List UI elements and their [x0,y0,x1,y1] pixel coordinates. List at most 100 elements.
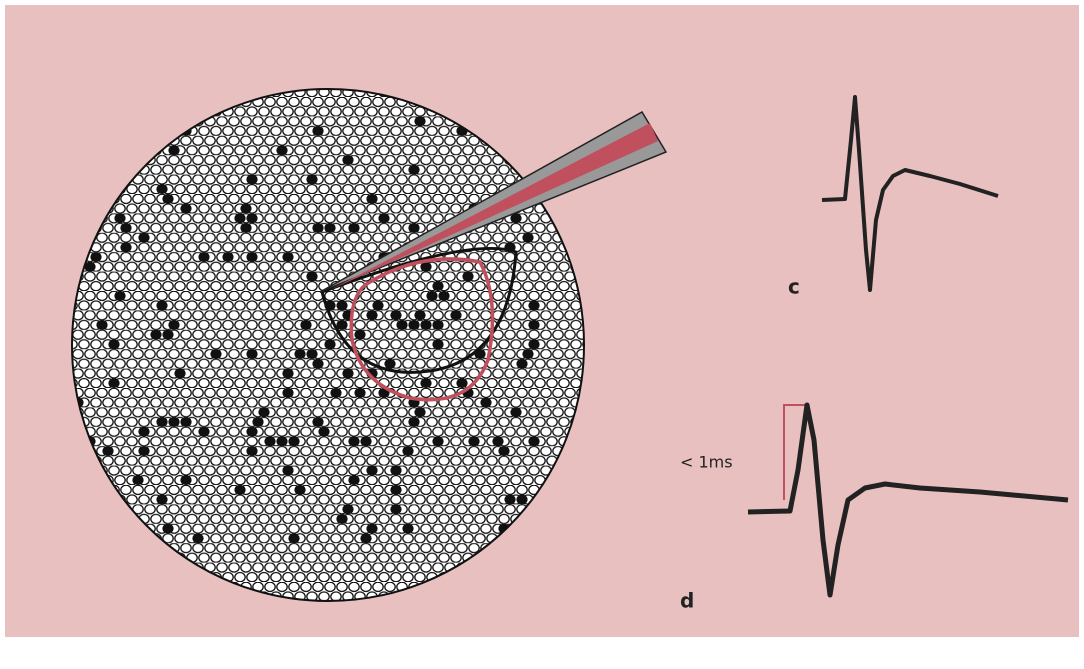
dark-cell [162,330,173,340]
dark-cell [408,165,419,175]
dark-cell [282,388,293,398]
dark-cell [282,368,293,378]
dark-cell [498,446,509,456]
dark-cell [342,155,353,165]
dark-cell [234,213,245,223]
dark-cell [516,359,527,369]
dark-cell [342,368,353,378]
dark-cell [318,427,329,437]
dark-cell [174,368,185,378]
dark-cell [246,349,257,359]
dark-cell [360,533,371,543]
dark-cell [414,116,425,126]
dark-cell [468,436,479,446]
cell-mosaic [72,89,584,601]
dark-cell [138,427,149,437]
dark-cell [258,407,269,417]
dark-cell [528,436,539,446]
dark-cell [198,427,209,437]
dark-cell [96,320,107,330]
dark-cell [516,495,527,505]
dark-cell [390,465,401,475]
dark-cell [156,495,167,505]
dark-cell [408,320,419,330]
dark-cell [234,485,245,495]
dark-cell [102,446,113,456]
dark-cell [402,524,413,534]
dark-cell [348,223,359,233]
dark-cell [354,330,365,340]
dark-cell [294,349,305,359]
dark-cell [168,320,179,330]
dark-cell [156,184,167,194]
dark-cell [384,359,395,369]
dark-cell [456,378,467,388]
dark-cell [294,485,305,495]
dark-cell [366,310,377,320]
dark-cell [300,320,311,330]
dark-cell [510,407,521,417]
dark-cell [504,495,515,505]
dark-cell [162,524,173,534]
dark-cell [120,242,131,252]
dark-cell [246,252,257,262]
dark-cell [312,417,323,427]
dark-cell [222,252,233,262]
dark-cell [150,330,161,340]
dark-cell [306,349,317,359]
dark-cell [420,378,431,388]
dark-cell [246,427,257,437]
dark-cell [114,291,125,301]
dark-cell [390,310,401,320]
dark-cell [312,223,323,233]
dark-cell [240,204,251,214]
dark-cell [306,271,317,281]
dark-cell [156,417,167,427]
dark-cell [366,524,377,534]
dark-cell [366,465,377,475]
dark-cell [252,417,263,427]
dark-cell [390,504,401,514]
dark-cell [480,398,491,408]
dark-cell [366,194,377,204]
dark-cell [432,339,443,349]
dark-cell [192,533,203,543]
dark-cell [276,436,287,446]
diagram: c < 1ms d [0,0,1084,669]
dark-cell [414,407,425,417]
dark-cell [330,388,341,398]
dark-cell [336,514,347,524]
dark-cell [198,252,209,262]
dark-cell [528,339,539,349]
dark-cell [180,417,191,427]
dark-cell [360,436,371,446]
dark-cell [282,252,293,262]
dark-cell [408,223,419,233]
dark-cell [348,475,359,485]
dark-cell [108,378,119,388]
dark-cell [414,310,425,320]
dark-cell [432,436,443,446]
dark-cell [396,320,407,330]
dark-cell [264,436,275,446]
dark-cell [336,301,347,311]
dark-cell [282,465,293,475]
dark-cell [114,213,125,223]
dark-cell [528,301,539,311]
dark-cell [132,475,143,485]
dark-cell [138,446,149,456]
dark-cell [90,252,101,262]
dark-cell [240,223,251,233]
dark-cell [246,446,257,456]
dark-cell [162,194,173,204]
scale-label: < 1ms [680,453,733,472]
dark-cell [336,320,347,330]
dark-cell [324,339,335,349]
dark-cell [426,291,437,301]
dark-cell [180,204,191,214]
dark-cell [288,533,299,543]
dark-cell [522,349,533,359]
dark-cell [324,223,335,233]
dark-cell [492,436,503,446]
dark-cell [246,174,257,184]
